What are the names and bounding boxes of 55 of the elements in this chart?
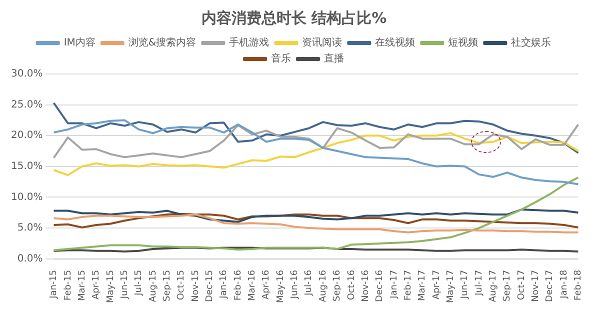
legend-label: 在线视频 [375,36,416,49]
legend-label: 直播 [324,52,344,65]
x-tick-label: Jan-16 [219,270,230,300]
y-tick-label: 30.0% [10,68,43,80]
legend-label: 短视频 [448,36,478,49]
x-tick-label: Oct-16 [346,270,357,300]
x-tick-label: Nov-17 [531,270,542,302]
x-tick-label: Nov-16 [360,270,371,302]
x-tick-label: May-16 [276,270,286,304]
legend-label: 浏览&搜索内容 [128,36,196,49]
x-tick-label: Aug-15 [148,270,158,302]
legend-label: 社交娱乐 [511,36,552,49]
x-tick-label: Sep-15 [162,270,172,302]
x-tick-label: Jul-16 [304,270,314,296]
x-tick-label: May-15 [106,270,116,304]
x-tick-label: Feb-15 [63,270,74,300]
x-tick-label: Sep-17 [502,270,513,302]
chart-title: 内容消费总时长 结构占比% [201,8,387,27]
y-tick-label: 5.0% [17,222,43,234]
x-tick-label: Mar-15 [77,270,88,301]
x-tick-label: Aug-17 [488,270,498,302]
x-tick-label: May-17 [446,270,456,304]
x-tick-label: Apr-17 [432,270,442,300]
x-tick-label: Nov-15 [190,270,201,302]
x-tick-label: Jun-17 [460,270,470,300]
legend-label: IM内容 [64,36,96,49]
legend-label: 音乐 [271,52,291,65]
x-tick-label: Jul-17 [474,270,484,296]
y-tick-label: 10.0% [10,192,43,203]
y-tick-label: 15.0% [10,161,43,172]
x-tick-label: Apr-15 [92,270,102,300]
y-tick-label: 20.0% [10,130,43,142]
x-tick-label: Dec-16 [375,270,386,302]
x-tick-label: Jan-17 [389,270,400,300]
x-tick-label: Oct-15 [176,270,187,300]
x-tick-label: Mar-17 [418,270,428,301]
x-tick-label: Jan-18 [559,270,570,300]
x-tick-label: Jul-15 [134,270,144,296]
x-tick-label: Feb-17 [403,270,414,300]
x-tick-label: Sep-16 [332,270,343,302]
y-tick-label: 25.0% [10,99,43,110]
x-tick-label: Feb-16 [233,270,244,300]
x-tick-label: Jun-15 [120,270,130,300]
x-tick-label: Apr-16 [262,270,272,300]
x-tick-label: Dec-17 [545,270,556,302]
legend-label: 资讯阅读 [302,36,342,49]
y-tick-label: 0.0% [17,253,43,264]
legend-label: 手机游戏 [229,36,270,49]
x-tick-label: Aug-16 [318,270,328,302]
x-tick-label: Oct-17 [516,270,527,300]
x-tick-label: Feb-18 [574,270,584,300]
x-tick-label: Mar-16 [248,270,258,301]
x-tick-label: Dec-15 [205,270,216,302]
x-tick-label: Jan-15 [49,270,60,300]
x-tick-label: Jun-16 [290,270,300,300]
